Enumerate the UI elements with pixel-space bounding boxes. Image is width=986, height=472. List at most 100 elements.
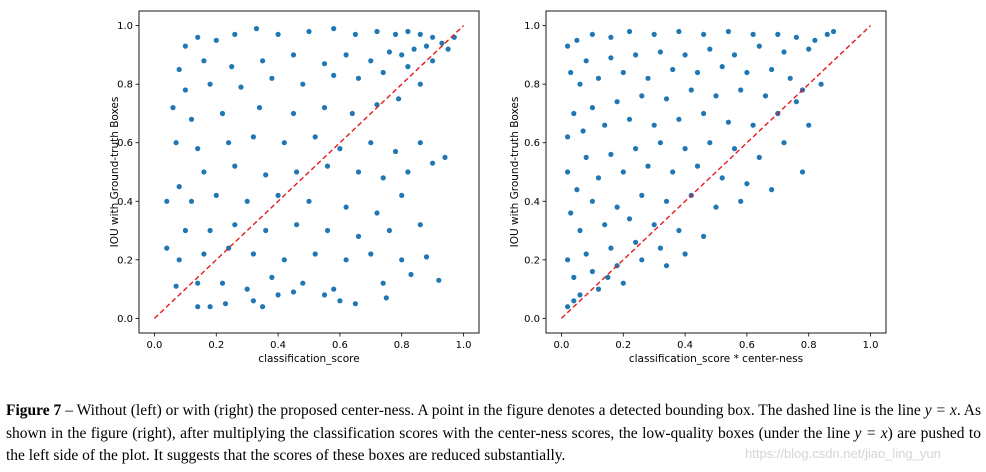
data-point [602,122,608,128]
x-tick-label: 0.0 [147,340,163,351]
scatter-plot-left: 0.0 0.2 0.4 0.6 0.8 1.0 0.0 0.2 0.4 0.6 0.8 1.0 clas… [109,10,480,365]
data-point [657,140,664,146]
data-point [182,227,188,234]
data-point [312,134,318,140]
data-point [682,146,688,152]
data-point [626,216,633,222]
y-tick-label: 0.4 [524,197,540,208]
data-point [608,55,614,61]
data-point [812,37,818,43]
data-point [417,31,423,37]
y-tick-label: 0.4 [117,197,133,208]
data-point [568,210,574,216]
data-point [639,93,645,99]
data-point [386,227,392,234]
x-tick-label: 1.0 [863,340,879,351]
data-point [355,75,362,81]
data-point [744,69,750,76]
data-point [663,96,670,102]
data-point [213,37,219,43]
x-tick-label: 0.0 [554,340,570,351]
data-point [294,169,300,175]
y-tick-label: 0.0 [117,314,133,325]
figure-caption: Figure 7 – Without (left) or with (right… [6,400,981,468]
data-point [565,169,571,175]
data-point [701,31,707,37]
x-tick-label: 0.4 [677,340,693,351]
data-point [781,140,787,146]
data-point [290,52,297,58]
data-point [222,301,229,307]
data-point [176,66,182,73]
data-point [577,227,583,234]
data-point [571,298,577,304]
data-point [368,251,374,257]
data-point [663,263,670,269]
data-point [756,154,762,160]
data-point [383,295,389,301]
data-point [439,40,445,46]
data-point [750,122,756,128]
y-axis-label: IOU with Ground-truth Boxes [509,97,521,248]
data-point [577,292,583,298]
reference-line-y-equals-x [560,25,872,319]
data-point [602,222,608,228]
data-point [626,28,633,35]
data-point [580,128,586,134]
data-point [738,198,744,204]
data-point [195,280,201,286]
data-point [769,66,775,73]
data-point [775,31,781,37]
data-point [806,46,812,52]
data-point [321,61,328,67]
data-point [781,49,787,55]
caption-text-2: . As shown in the figure (right), after … [6,402,982,442]
data-point [238,84,244,90]
data-point [725,28,732,35]
y-tick-label: 0.2 [117,255,133,266]
caption-text-3: ) are pushed to the left side of the plo… [6,424,981,465]
data-point [173,140,179,146]
data-point [793,34,800,40]
data-point [343,204,349,210]
data-point [269,75,275,81]
data-point [639,257,645,263]
data-point [417,140,423,146]
data-point [577,81,583,87]
x-tick-label: 0.6 [739,340,755,351]
data-point [290,289,297,295]
caption-dash: – [61,402,77,419]
data-point [188,198,195,204]
data-point [620,280,626,286]
data-point [676,227,682,234]
data-point [232,163,238,169]
data-point [719,175,725,181]
reference-line-y-equals-x [153,25,465,319]
data-point [818,81,824,87]
data-point [188,116,195,122]
data-point [405,169,411,175]
data-point [349,110,355,117]
data-point [423,254,430,260]
data-point [405,28,411,35]
data-point [620,69,626,76]
data-point [201,251,207,257]
data-point [713,204,719,210]
data-point [337,146,343,152]
data-point [324,227,331,234]
data-point [676,28,682,35]
data-point [417,222,423,228]
data-point [744,181,750,187]
data-point [645,75,651,81]
data-point [583,251,589,257]
data-point [417,81,423,87]
data-point [731,146,738,152]
data-point [331,26,337,32]
data-point [651,31,657,37]
data-point [355,169,362,175]
x-axis-label: classification_score [258,353,359,365]
data-point [343,52,349,58]
data-point [565,43,571,49]
data-point [701,233,707,239]
data-point [442,154,448,160]
